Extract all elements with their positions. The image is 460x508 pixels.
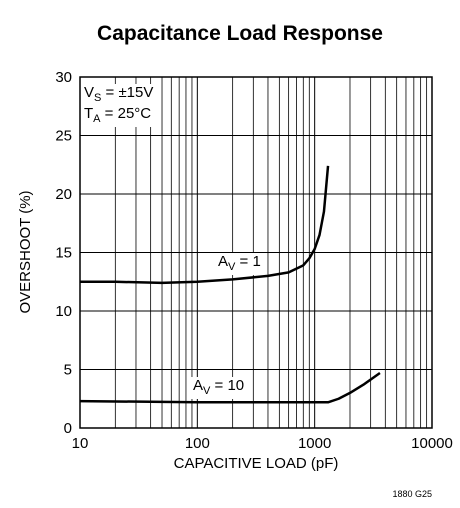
y-tick-label: 0 [64, 420, 72, 437]
series-label-main: A [193, 377, 203, 394]
series-line [80, 165, 330, 285]
series-label-background [191, 377, 247, 399]
series-label: AV = 10 [193, 377, 244, 397]
x-axis-label: CAPACITIVE LOAD (pF) [174, 455, 339, 472]
annotation: VS = ±15V [84, 84, 153, 104]
series-label-background [216, 253, 263, 275]
y-tick-label: 15 [55, 245, 72, 262]
y-tick-label: 30 [55, 69, 72, 86]
annotation-background [82, 84, 156, 106]
y-tick-label: 25 [55, 128, 72, 145]
series-label-sub: V [228, 261, 236, 273]
annotation: TA = 25°C [84, 105, 151, 125]
series-label-sub: V [203, 385, 211, 397]
x-tick-label: 10 [72, 435, 89, 452]
footnote: 1880 G25 [392, 489, 432, 499]
y-tick-label: 5 [64, 362, 72, 379]
annotation-main: T [84, 105, 93, 122]
y-axis-label: OVERSHOOT (%) [17, 190, 34, 313]
series-label-rest: = 10 [210, 377, 244, 394]
x-tick-label: 100 [185, 435, 210, 452]
annotation-sub: S [94, 92, 101, 104]
chart-title: Capacitance Load Response [97, 22, 383, 45]
annotation-rest: = 25°C [101, 105, 152, 122]
series-label-rest: = 1 [235, 253, 260, 270]
series-line [79, 371, 381, 404]
y-tick-label: 10 [55, 303, 72, 320]
annotation-background [82, 105, 154, 127]
annotation-rest: = ±15V [101, 84, 153, 101]
series-label: AV = 1 [218, 253, 261, 273]
annotation-main: V [84, 84, 94, 101]
y-tick-label: 20 [55, 186, 72, 203]
series-label-main: A [218, 253, 228, 270]
plot-frame [79, 76, 433, 429]
annotation-sub: A [93, 113, 101, 125]
x-tick-label: 10000 [411, 435, 453, 452]
x-tick-label: 1000 [298, 435, 331, 452]
